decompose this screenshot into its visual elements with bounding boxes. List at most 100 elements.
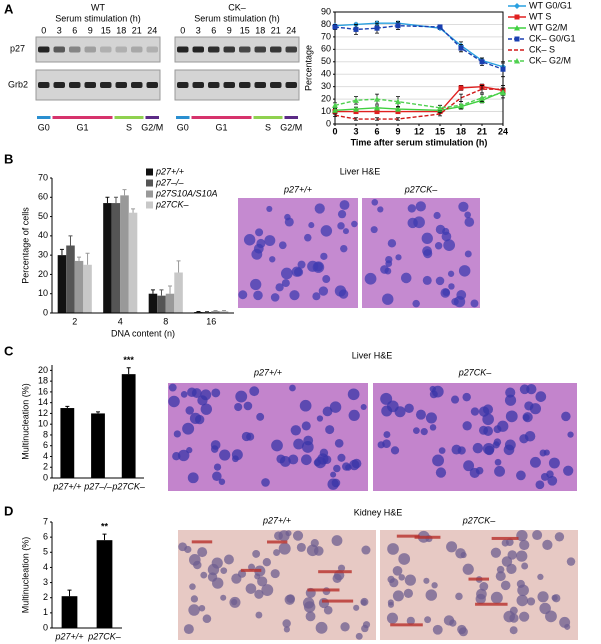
nucleus	[219, 449, 231, 461]
nucleus	[207, 572, 218, 582]
nucleus	[232, 455, 239, 463]
capillary	[491, 536, 519, 540]
protein-label: Grb2	[8, 79, 28, 89]
nucleus	[305, 611, 316, 622]
nucleus	[526, 383, 537, 395]
legend-label: p27S10A/S10A	[155, 188, 218, 198]
legend-label: CK– G2/M	[529, 55, 571, 65]
nucleus	[478, 425, 489, 435]
nucleus	[460, 551, 467, 559]
nucleus	[457, 624, 467, 635]
lane-label: 3	[57, 25, 62, 35]
nucleus	[425, 589, 438, 601]
nucleus	[341, 462, 351, 471]
nucleus	[210, 445, 219, 453]
nucleus	[253, 243, 264, 254]
nucleus	[387, 599, 394, 606]
point	[437, 104, 443, 111]
nucleus	[442, 227, 450, 236]
error-bar	[102, 533, 107, 541]
legend-label: WT G2/M	[529, 22, 567, 32]
nucleus	[377, 206, 384, 213]
nucleus	[340, 244, 348, 253]
blot-band	[69, 82, 81, 88]
blot-band	[115, 46, 127, 53]
error-bar	[65, 405, 70, 409]
nucleus	[249, 386, 260, 397]
x-tick-label: 2	[72, 316, 77, 326]
nucleus	[504, 394, 517, 406]
nucleus	[322, 406, 333, 417]
error-bar	[213, 309, 218, 312]
nucleus	[301, 421, 311, 431]
y-tick-label: 20	[38, 365, 48, 375]
x-tick-label: 21	[477, 126, 487, 136]
lane-label: 9	[227, 25, 232, 35]
lane-label: 24	[286, 25, 296, 35]
phase-bar	[37, 116, 51, 119]
point	[374, 109, 380, 115]
error-bar	[204, 310, 209, 313]
nucleus	[412, 299, 420, 308]
y-tick-label: 20	[321, 93, 331, 103]
x-axis-label: Time after serum stimulation (h)	[351, 137, 488, 147]
nucleus	[443, 239, 456, 251]
nucleus	[529, 456, 541, 468]
legend-swatch	[146, 179, 153, 187]
series-line	[334, 90, 504, 112]
capillary	[318, 570, 352, 574]
nucleus	[432, 624, 443, 635]
phase-bar	[52, 116, 113, 119]
nucleus	[501, 556, 513, 567]
phase-label: G1	[76, 122, 88, 132]
y-tick-label: 30	[321, 81, 331, 91]
nucleus	[353, 604, 360, 611]
nucleus	[200, 403, 213, 415]
nucleus	[301, 441, 314, 453]
nucleus	[351, 220, 358, 228]
point	[374, 104, 380, 111]
nucleus	[264, 235, 276, 246]
y-tick-label: 50	[321, 56, 331, 66]
legend-label: CK– G0/G1	[529, 33, 576, 43]
nucleus	[323, 605, 333, 615]
nucleus	[455, 592, 463, 601]
nucleus	[532, 530, 543, 541]
bar	[219, 311, 229, 313]
nucleus	[211, 557, 223, 569]
nucleus	[464, 250, 472, 258]
significance: ***	[123, 355, 134, 365]
y-axis-label: Percentage of cells	[20, 207, 30, 284]
nucleus	[387, 543, 399, 555]
nucleus	[463, 460, 475, 472]
nucleus	[505, 410, 518, 423]
nucleus	[539, 602, 551, 615]
nucleus	[322, 275, 331, 284]
nucleus	[564, 623, 571, 630]
nucleus	[256, 412, 265, 421]
nucleus	[420, 428, 428, 436]
nucleus	[451, 395, 460, 404]
nucleus	[516, 579, 525, 589]
nucleus	[281, 279, 290, 288]
nucleus	[429, 424, 437, 431]
nucleus	[385, 260, 393, 267]
nucleus	[337, 453, 346, 462]
series-line	[334, 24, 504, 70]
blot-band	[208, 46, 220, 53]
bar	[111, 203, 121, 313]
y-tick-label: 4	[43, 562, 48, 572]
nucleus	[212, 471, 222, 482]
nucleus	[231, 573, 242, 584]
nucleus	[184, 545, 192, 554]
histology-image	[178, 530, 376, 640]
nucleus	[493, 425, 502, 434]
legend-label: WT G0/G1	[529, 0, 572, 10]
blot-band	[177, 82, 189, 88]
bar	[61, 596, 78, 628]
error-bar	[396, 117, 400, 121]
y-tick-label: 10	[38, 288, 48, 298]
bar	[103, 203, 112, 313]
x-tick-label: 8	[163, 316, 168, 326]
